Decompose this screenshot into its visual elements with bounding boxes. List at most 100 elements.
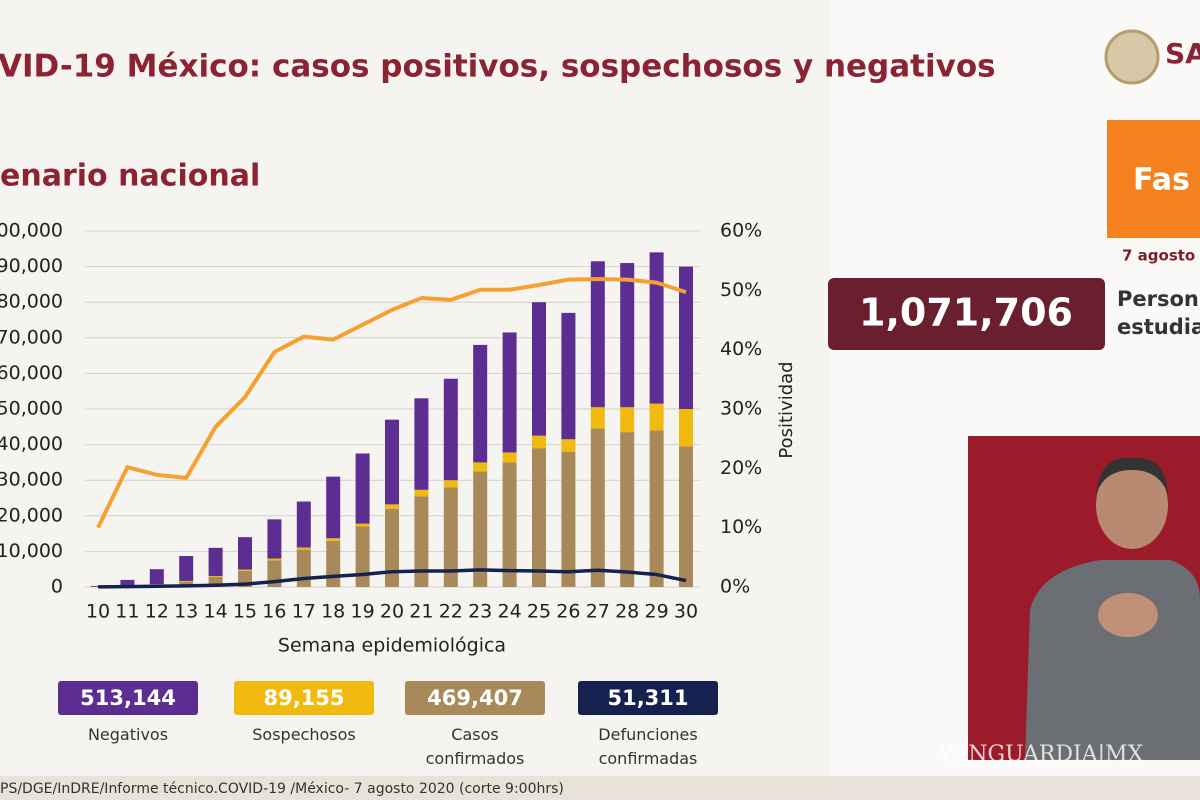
x-tick-label: 20 (380, 601, 404, 623)
bar (473, 344, 488, 463)
bar (414, 496, 429, 587)
x-tick-label: 10 (86, 601, 110, 623)
x-tick-label: 21 (409, 601, 433, 623)
bar (238, 537, 252, 570)
x-tick-label: 18 (321, 601, 345, 623)
y-tick-label: 0 (51, 576, 63, 598)
bar (532, 435, 546, 449)
x-tick-label: 30 (674, 601, 698, 623)
bar (208, 547, 223, 576)
studied-label: Person (1117, 287, 1199, 311)
bar (208, 577, 223, 587)
phase-box (1107, 120, 1200, 238)
line (97, 568, 687, 589)
bar (355, 526, 370, 587)
date: 7 agosto (1122, 247, 1195, 265)
bar (620, 432, 635, 587)
x-tick-label: 23 (468, 601, 492, 623)
subtitle: enario nacional (0, 159, 260, 194)
bar (385, 508, 399, 587)
line (96, 277, 687, 529)
legend-item: 51,311 Defunciones confirmadas (568, 681, 728, 771)
bar (238, 569, 252, 571)
bar (502, 332, 517, 453)
bar (443, 487, 458, 587)
phase: Fas (1133, 163, 1190, 198)
bar (532, 448, 546, 587)
title: VID-19 México: casos positivos, sospecho… (0, 49, 996, 85)
bar (649, 430, 664, 587)
y-tick-label: 80,000 (0, 291, 63, 313)
interpreter-body (1025, 560, 1200, 760)
bar (590, 261, 605, 408)
bar (473, 471, 488, 587)
bar (326, 538, 341, 541)
bar (385, 419, 399, 505)
x-tick-label: 14 (204, 601, 228, 623)
y2-tick-label: 10% (720, 516, 762, 538)
y-tick-label: 40,000 (0, 433, 63, 455)
y-tick-label: 10,000 (0, 540, 63, 562)
bar (561, 451, 576, 587)
bar (267, 519, 282, 559)
legend-label: Casos confirmados (425, 725, 525, 768)
y-tick-label: 00,000 (0, 220, 63, 242)
bar (443, 480, 458, 488)
x-axis-title: Semana epidemiológica (278, 635, 506, 657)
legend-label: Negativos (87, 725, 169, 744)
bar (355, 523, 370, 527)
bar (561, 439, 576, 452)
bar (149, 569, 164, 585)
watermark: VANGUARDIA|MX (937, 742, 1144, 767)
bar (179, 556, 194, 581)
bar (326, 540, 341, 587)
x-tick-label: 13 (174, 601, 198, 623)
x-tick-label: 17 (292, 601, 316, 623)
y2-tick-label: 0% (720, 576, 750, 598)
bar (120, 579, 135, 586)
x-tick-label: 12 (145, 601, 169, 623)
legend-total: 89,155 (234, 681, 374, 715)
studied-label: estudia (1117, 315, 1200, 339)
bar (296, 549, 311, 587)
bar (649, 252, 664, 404)
y-tick-label: 50,000 (0, 398, 63, 420)
bar (620, 263, 635, 408)
legend-total: 469,407 (405, 681, 545, 715)
studied-value: 1,071,706 (859, 291, 1073, 335)
bar (179, 580, 194, 582)
legend-item: 469,407 Casos confirmados (395, 681, 555, 771)
bar (620, 407, 635, 433)
x-tick-label: 15 (233, 601, 257, 623)
y-tick-label: 60,000 (0, 362, 63, 384)
y-tick-label: 30,000 (0, 469, 63, 491)
slide-panel (0, 0, 830, 776)
y-tick-label: 90,000 (0, 255, 63, 277)
legend-label: Defunciones confirmadas (598, 725, 698, 768)
y2-tick-label: 30% (720, 398, 762, 420)
x-tick-label: 19 (351, 601, 375, 623)
bar (679, 409, 693, 447)
x-tick-label: 29 (645, 601, 669, 623)
y2-tick-label: 40% (720, 338, 762, 360)
legend-item: 513,144 Negativos (48, 681, 208, 747)
y2-tick-label: 50% (720, 279, 762, 301)
bar (679, 266, 693, 409)
y2-tick-label: 60% (720, 220, 762, 242)
footer: PS/DGE/InDRE/Informe técnico.COVID-19 /M… (0, 781, 564, 797)
x-tick-label: 11 (115, 601, 139, 623)
x-tick-label: 25 (527, 601, 551, 623)
bar (502, 452, 517, 463)
bar (473, 462, 488, 472)
interpreter-head (1096, 461, 1168, 549)
x-tick-label: 24 (498, 601, 522, 623)
bar (443, 378, 458, 481)
bar (679, 446, 693, 587)
bar (385, 504, 399, 509)
bar (502, 462, 517, 587)
bar (590, 428, 605, 587)
legend-label: Sospechosos (252, 725, 356, 744)
studied-box (828, 278, 1105, 350)
bar (590, 407, 605, 429)
